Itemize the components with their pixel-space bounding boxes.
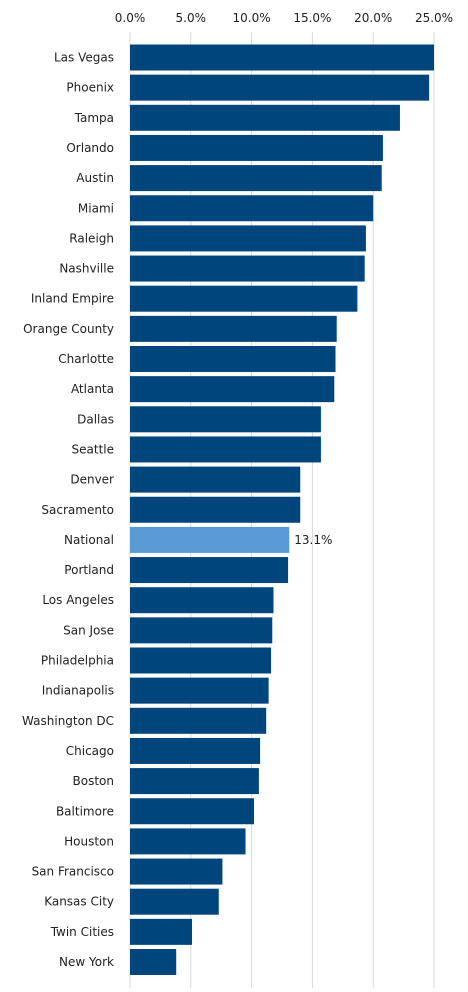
x-tick-label: 0.0% [115, 11, 146, 25]
bar-denver [130, 466, 301, 493]
bar-austin [130, 165, 382, 192]
category-label: Twin Cities [50, 925, 114, 939]
data-label: 13.1% [294, 533, 332, 547]
bar-baltimore [130, 798, 255, 825]
category-label: Raleigh [69, 231, 114, 245]
category-label: Nashville [59, 262, 114, 276]
bar-philadelphia [130, 647, 272, 674]
bar-nashville [130, 255, 365, 282]
category-label: Orange County [23, 322, 114, 336]
bar-national [130, 526, 290, 553]
bar-los-angeles [130, 587, 274, 614]
category-label: Baltimore [56, 804, 114, 818]
bar-houston [130, 828, 246, 855]
category-label: Boston [73, 774, 114, 788]
category-labels: Las Vegas Phoenix Tampa Orlando Austin Miami R… [22, 51, 114, 970]
bar-raleigh [130, 225, 366, 252]
category-label: Austin [76, 171, 114, 185]
bar-orange-county [130, 315, 337, 342]
category-label: Washington DC [22, 714, 114, 728]
bar-sacramento [130, 496, 301, 523]
category-label: Chicago [66, 744, 114, 758]
category-label: Miami [78, 201, 114, 215]
category-label: Portland [64, 563, 114, 577]
category-label: Seattle [72, 442, 114, 456]
x-tick-label: 15.0% [293, 11, 331, 25]
category-label: San Francisco [32, 865, 114, 879]
bar-inland-empire [130, 285, 358, 312]
bar-dallas [130, 406, 321, 433]
bar-san-francisco [130, 858, 223, 885]
bar-atlanta [130, 376, 335, 403]
bar-boston [130, 768, 259, 795]
category-label: Orlando [66, 141, 114, 155]
category-label: Philadelphia [41, 654, 114, 668]
bar-portland [130, 557, 289, 584]
category-label: National [64, 533, 114, 547]
bar-indianapolis [130, 677, 269, 704]
bar-twin-cities [130, 918, 193, 945]
x-tick-label: 5.0% [176, 11, 207, 25]
category-label: Charlotte [58, 352, 114, 366]
category-label: Las Vegas [54, 51, 114, 65]
bar-chicago [130, 737, 261, 764]
category-label: Sacramento [41, 503, 114, 517]
bars [130, 44, 434, 975]
category-label: Atlanta [71, 382, 114, 396]
bar-kansas-city [130, 888, 219, 915]
bar-miami [130, 195, 374, 222]
x-tick-label: 10.0% [233, 11, 271, 25]
category-label: Houston [64, 834, 114, 848]
data-labels: 13.1% [294, 533, 332, 547]
category-label: Tampa [74, 111, 114, 125]
bar-seattle [130, 436, 321, 463]
category-label: Phoenix [66, 81, 114, 95]
category-label: Denver [70, 473, 114, 487]
x-tick-label: 20.0% [354, 11, 392, 25]
bar-phoenix [130, 74, 430, 101]
category-label: Los Angeles [42, 593, 114, 607]
category-label: New York [59, 955, 114, 969]
category-label: Dallas [77, 412, 114, 426]
x-axis-ticks: 0.0% 5.0% 10.0% 15.0% 20.0% 25.0% [115, 11, 453, 25]
category-label: Inland Empire [31, 292, 114, 306]
category-label: Kansas City [44, 895, 114, 909]
bar-charlotte [130, 346, 336, 372]
bar-orlando [130, 134, 383, 161]
bar-tampa [130, 104, 400, 131]
category-label: San Jose [63, 623, 114, 637]
bar-washington-dc [130, 707, 267, 734]
bar-new-york [130, 949, 177, 975]
x-tick-label: 25.0% [415, 11, 453, 25]
category-label: Indianapolis [42, 684, 114, 698]
bar-san-jose [130, 617, 273, 644]
bar-las-vegas [130, 44, 434, 71]
